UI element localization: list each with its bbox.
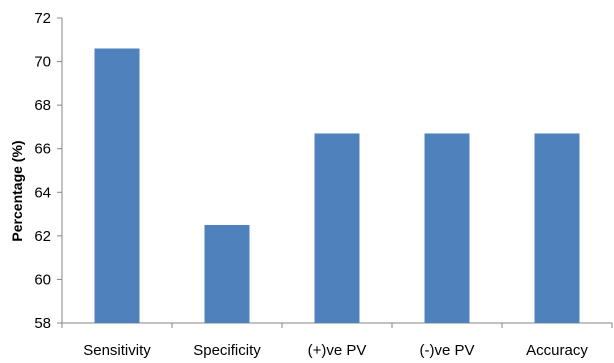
bars	[94, 48, 580, 323]
y-tick-label: 58	[34, 315, 51, 332]
y-axis: 58 60 62 64 66 68 70 72	[34, 10, 63, 332]
bar	[424, 133, 470, 323]
x-axis: Sensitivity Specificity (+)ve PV (-)ve PV Ac…	[61, 322, 613, 359]
y-tick-label: 68	[34, 97, 51, 114]
bar	[314, 133, 360, 323]
y-tick-label: 62	[34, 228, 51, 245]
x-tick-label: Sensitivity	[83, 342, 151, 359]
x-tick-label: (+)ve PV	[308, 342, 367, 359]
y-axis-title: Percentage (%)	[9, 140, 25, 241]
x-tick-label: (-)ve PV	[419, 342, 474, 359]
y-tick-label: 64	[34, 184, 51, 201]
bar	[94, 48, 140, 323]
y-tick-label: 70	[34, 54, 51, 71]
y-tick-label: 72	[34, 10, 51, 27]
bar	[534, 133, 580, 323]
y-tick-label: 60	[34, 271, 51, 288]
bar	[204, 224, 250, 323]
x-tick-label: Accuracy	[526, 342, 588, 359]
y-tick-label: 66	[34, 141, 51, 158]
x-tick-label: Specificity	[193, 342, 261, 359]
